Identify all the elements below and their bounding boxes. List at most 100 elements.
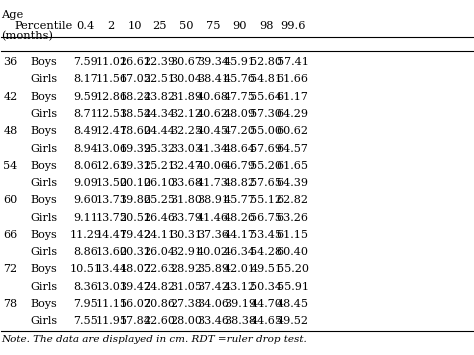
Text: 47.75: 47.75 xyxy=(224,92,255,102)
Text: Girls: Girls xyxy=(30,178,57,188)
Text: 55.91: 55.91 xyxy=(277,282,309,292)
Text: 62.82: 62.82 xyxy=(277,195,309,205)
Text: 50: 50 xyxy=(179,21,193,31)
Text: 72: 72 xyxy=(3,264,18,274)
Text: 36: 36 xyxy=(3,57,18,67)
Text: Note. The data are displayed in cm. RDT =ruler drop test.: Note. The data are displayed in cm. RDT … xyxy=(1,335,307,344)
Text: 11.95: 11.95 xyxy=(95,316,127,326)
Text: 12.53: 12.53 xyxy=(95,109,127,119)
Text: 40.45: 40.45 xyxy=(197,126,229,136)
Text: 42: 42 xyxy=(3,92,18,102)
Text: 22.39: 22.39 xyxy=(143,57,175,67)
Text: 57.41: 57.41 xyxy=(277,57,309,67)
Text: 39.19: 39.19 xyxy=(224,299,256,309)
Text: 8.36: 8.36 xyxy=(73,282,98,292)
Text: Boys: Boys xyxy=(30,195,57,205)
Text: 99.6: 99.6 xyxy=(280,21,305,31)
Text: Girls: Girls xyxy=(30,143,57,153)
Text: 64.57: 64.57 xyxy=(277,143,309,153)
Text: Girls: Girls xyxy=(30,75,57,84)
Text: 61.15: 61.15 xyxy=(277,230,309,240)
Text: 7.59: 7.59 xyxy=(73,57,98,67)
Text: Boys: Boys xyxy=(30,264,57,274)
Text: 48.26: 48.26 xyxy=(224,213,256,223)
Text: 46.79: 46.79 xyxy=(224,161,256,171)
Text: 55.20: 55.20 xyxy=(250,161,282,171)
Text: 12.63: 12.63 xyxy=(95,161,127,171)
Text: 50.34: 50.34 xyxy=(250,282,282,292)
Text: 57.69: 57.69 xyxy=(250,143,282,153)
Text: 32.25: 32.25 xyxy=(170,126,202,136)
Text: 64.39: 64.39 xyxy=(277,178,309,188)
Text: Girls: Girls xyxy=(30,282,57,292)
Text: 34.06: 34.06 xyxy=(197,299,229,309)
Text: 61.17: 61.17 xyxy=(277,92,309,102)
Text: 40.62: 40.62 xyxy=(197,109,229,119)
Text: 47.20: 47.20 xyxy=(224,126,256,136)
Text: 25.25: 25.25 xyxy=(143,195,175,205)
Text: 45.91: 45.91 xyxy=(224,57,256,67)
Text: (months): (months) xyxy=(1,31,54,42)
Text: 33.46: 33.46 xyxy=(197,316,229,326)
Text: 24.44: 24.44 xyxy=(143,126,175,136)
Text: Girls: Girls xyxy=(30,109,57,119)
Text: 52.80: 52.80 xyxy=(250,57,282,67)
Text: 9.59: 9.59 xyxy=(73,92,98,102)
Text: 57.30: 57.30 xyxy=(250,109,282,119)
Text: 26.46: 26.46 xyxy=(143,213,175,223)
Text: 40.06: 40.06 xyxy=(197,161,229,171)
Text: 13.06: 13.06 xyxy=(95,143,127,153)
Text: 18.07: 18.07 xyxy=(119,264,151,274)
Text: 56.75: 56.75 xyxy=(250,213,282,223)
Text: Boys: Boys xyxy=(30,230,57,240)
Text: 40.68: 40.68 xyxy=(197,92,229,102)
Text: 37.42: 37.42 xyxy=(197,282,229,292)
Text: 13.03: 13.03 xyxy=(95,282,127,292)
Text: 54: 54 xyxy=(3,161,18,171)
Text: 41.34: 41.34 xyxy=(197,143,229,153)
Text: 31.80: 31.80 xyxy=(170,195,202,205)
Text: 20.31: 20.31 xyxy=(119,247,151,257)
Text: 9.60: 9.60 xyxy=(73,195,98,205)
Text: 10.51: 10.51 xyxy=(69,264,101,274)
Text: 30.31: 30.31 xyxy=(170,230,202,240)
Text: 9.09: 9.09 xyxy=(73,178,98,188)
Text: 37.36: 37.36 xyxy=(197,230,229,240)
Text: 31.05: 31.05 xyxy=(170,282,202,292)
Text: 33.68: 33.68 xyxy=(170,178,202,188)
Text: 8.86: 8.86 xyxy=(73,247,98,257)
Text: 30.04: 30.04 xyxy=(170,75,202,84)
Text: 60.40: 60.40 xyxy=(277,247,309,257)
Text: 22.63: 22.63 xyxy=(143,264,175,274)
Text: 25: 25 xyxy=(152,21,166,31)
Text: 16.07: 16.07 xyxy=(119,299,151,309)
Text: 24.11: 24.11 xyxy=(143,230,175,240)
Text: 32.12: 32.12 xyxy=(170,109,202,119)
Text: 75: 75 xyxy=(206,21,220,31)
Text: 25.21: 25.21 xyxy=(143,161,175,171)
Text: 20.86: 20.86 xyxy=(143,299,175,309)
Text: 32.91: 32.91 xyxy=(170,247,202,257)
Text: 22.60: 22.60 xyxy=(143,316,175,326)
Text: 25.32: 25.32 xyxy=(143,143,175,153)
Text: 55.64: 55.64 xyxy=(250,92,282,102)
Text: 54.28: 54.28 xyxy=(250,247,282,257)
Text: 55.20: 55.20 xyxy=(277,264,309,274)
Text: 30.67: 30.67 xyxy=(170,57,202,67)
Text: 8.17: 8.17 xyxy=(73,75,98,84)
Text: 17.05: 17.05 xyxy=(119,75,151,84)
Text: 90: 90 xyxy=(233,21,247,31)
Text: 8.71: 8.71 xyxy=(73,109,98,119)
Text: 7.95: 7.95 xyxy=(73,299,98,309)
Text: 8.49: 8.49 xyxy=(73,126,98,136)
Text: 35.89: 35.89 xyxy=(197,264,229,274)
Text: 48.45: 48.45 xyxy=(277,299,309,309)
Text: 28.92: 28.92 xyxy=(170,264,202,274)
Text: Girls: Girls xyxy=(30,247,57,257)
Text: 19.42: 19.42 xyxy=(119,230,151,240)
Text: 13.73: 13.73 xyxy=(95,195,127,205)
Text: 98: 98 xyxy=(259,21,273,31)
Text: 13.60: 13.60 xyxy=(95,247,127,257)
Text: 60: 60 xyxy=(3,195,18,205)
Text: 20.10: 20.10 xyxy=(119,178,151,188)
